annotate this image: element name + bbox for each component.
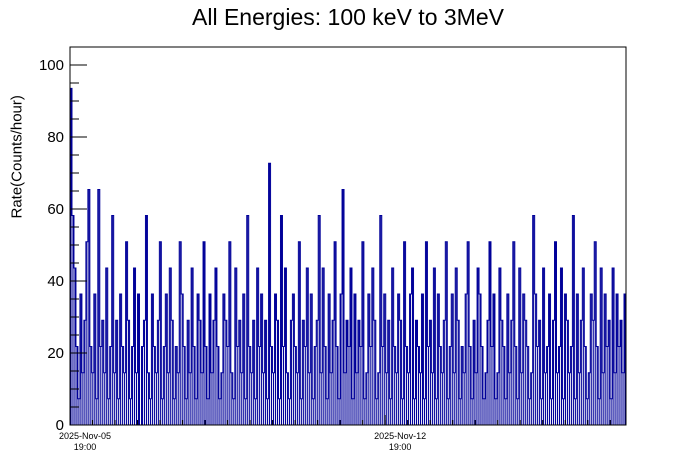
chart-title: All Energies: 100 keV to 3MeV: [192, 4, 504, 30]
y-tick-label: 100: [39, 57, 64, 74]
x-tick-date: 2025-Nov-12: [374, 431, 427, 441]
y-tick-label: 80: [47, 129, 64, 146]
y-tick-label: 40: [47, 273, 64, 290]
x-tick-label: 2025-Nov-12 19:00: [360, 431, 440, 453]
y-tick-label: 20: [47, 345, 64, 362]
histogram-line: [69, 87, 627, 426]
x-tick-time: 19:00: [73, 442, 97, 452]
y-tick-label: 0: [56, 417, 64, 434]
x-tick-label: 2025-Nov-05 19:00: [45, 431, 125, 453]
x-tick-date: 2025-Nov-05: [58, 431, 112, 441]
y-tick-label: 60: [47, 201, 64, 218]
plot-frame: [69, 46, 627, 426]
x-tick-time: 19:00: [388, 442, 412, 452]
